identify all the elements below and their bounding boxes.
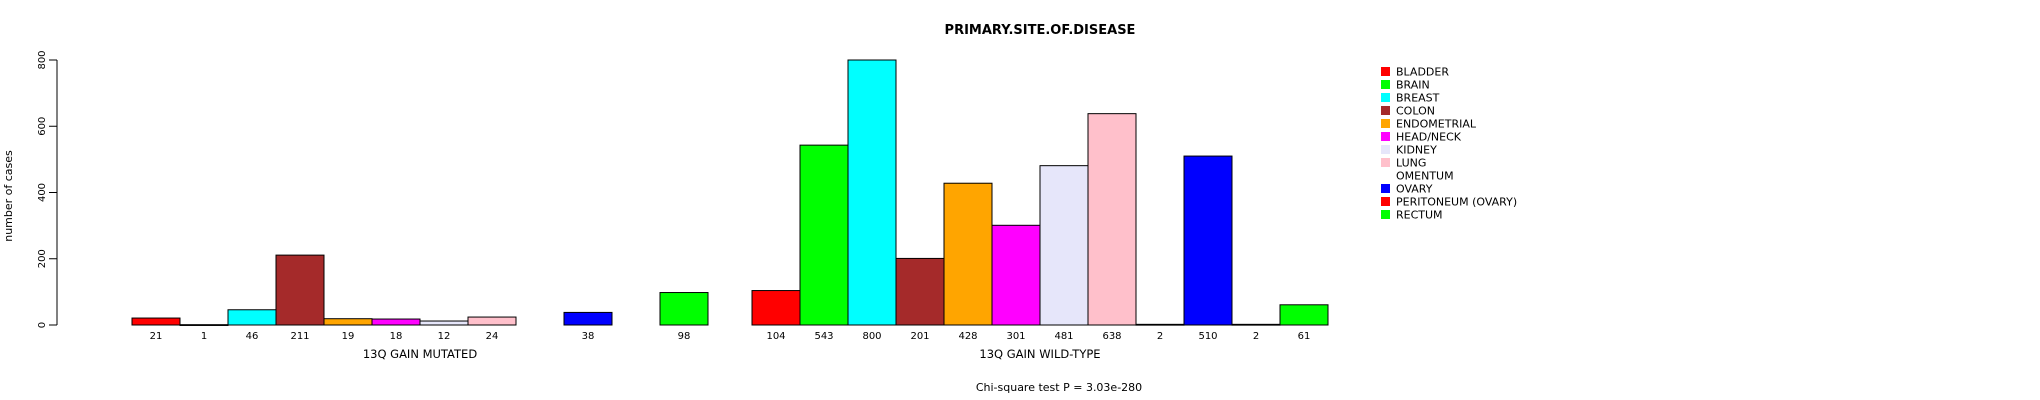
group-label-wild-type: 13Q GAIN WILD-TYPE xyxy=(979,347,1100,361)
bar-13q-gain-wild-type-lung xyxy=(1087,113,1137,326)
y-tick-label: 600 xyxy=(37,117,48,136)
bar-13q-gain-wild-type-ovary xyxy=(1183,155,1233,326)
bar-13q-gain-mutated-colon xyxy=(275,254,325,326)
legend-swatch-kidney xyxy=(1381,145,1390,154)
count-label: 510 xyxy=(1198,331,1217,342)
y-tick-label: 800 xyxy=(37,50,48,69)
count-label: 61 xyxy=(1298,331,1311,342)
legend-label-ovary: OVARY xyxy=(1396,183,1433,196)
legend-swatch-omentum xyxy=(1381,171,1390,180)
y-axis-label: number of cases xyxy=(2,150,15,242)
count-label: 21 xyxy=(150,331,163,342)
count-labels: 21 1 46 211 19 18 12 24 38 98 104 543 800 201 428 301 48… xyxy=(150,331,1311,342)
legend-swatch-breast xyxy=(1381,93,1390,102)
bar-13q-gain-wild-type-bladder xyxy=(751,290,801,326)
count-label: 19 xyxy=(342,331,355,342)
bar-13q-gain-mutated-breast xyxy=(227,309,277,326)
count-label: 201 xyxy=(910,331,929,342)
bar-13q-gain-wild-type-kidney xyxy=(1039,165,1089,326)
count-label: 301 xyxy=(1006,331,1025,342)
bar-13q-gain-wild-type-endometrial xyxy=(943,182,993,326)
bar-13q-gain-mutated-kidney xyxy=(419,320,469,326)
bar-13q-gain-wild-type-breast xyxy=(847,59,897,326)
count-label: 104 xyxy=(766,331,785,342)
count-label: 543 xyxy=(814,331,833,342)
count-label: 428 xyxy=(958,331,977,342)
bar-13q-gain-wild-type-colon xyxy=(895,257,945,326)
chi-square-footnote: Chi-square test P = 3.03e-280 xyxy=(976,381,1142,394)
bar-13q-gain-wild-type-head-neck xyxy=(991,224,1041,326)
legend-swatch-head-neck xyxy=(1381,132,1390,141)
bar-13q-gain-wild-type-omentum xyxy=(1135,323,1185,326)
bar-13q-gain-mutated-endometrial xyxy=(323,318,373,326)
count-label: 24 xyxy=(486,331,499,342)
legend-label-rectum: RECTUM xyxy=(1396,209,1443,222)
y-tick-label: 0 xyxy=(37,322,48,328)
legend-label-lung: LUNG xyxy=(1396,157,1426,170)
count-label: 38 xyxy=(582,331,595,342)
legend-swatch-rectum xyxy=(1381,210,1390,219)
legend-swatch-peritoneum-ovary xyxy=(1381,197,1390,206)
legend-label-colon: COLON xyxy=(1396,105,1435,118)
bar-13q-gain-mutated-lung xyxy=(467,316,517,326)
bar-13q-gain-mutated-head-neck xyxy=(371,318,421,326)
bar-13q-gain-wild-type-rectum xyxy=(1279,304,1329,326)
bar-13q-gain-mutated-bladder xyxy=(131,317,181,326)
y-axis: 0 200 400 600 800 xyxy=(37,50,58,328)
legend-swatch-lung xyxy=(1381,158,1390,167)
count-label: 2 xyxy=(1253,331,1259,342)
count-label: 481 xyxy=(1054,331,1073,342)
count-label: 211 xyxy=(290,331,309,342)
legend-label-brain: BRAIN xyxy=(1396,79,1430,92)
y-tick-label: 400 xyxy=(37,183,48,202)
legend-swatch-brain xyxy=(1381,80,1390,89)
count-label: 18 xyxy=(390,331,403,342)
group-label-mutated: 13Q GAIN MUTATED xyxy=(363,347,478,361)
legend-label-omentum: OMENTUM xyxy=(1396,170,1454,183)
count-label: 46 xyxy=(246,331,259,342)
legend-label-breast: BREAST xyxy=(1396,92,1440,105)
bars xyxy=(131,59,1329,326)
bar-13q-gain-mutated-brain xyxy=(179,324,229,326)
y-tick-label: 200 xyxy=(37,249,48,268)
chart-title: PRIMARY.SITE.OF.DISEASE xyxy=(945,23,1136,38)
bar-13q-gain-wild-type-brain xyxy=(799,144,849,326)
legend-label-peritoneum-ovary: PERITONEUM (OVARY) xyxy=(1396,196,1517,209)
count-label: 98 xyxy=(678,331,691,342)
legend-swatch-ovary xyxy=(1381,184,1390,193)
bar-13q-gain-mutated-ovary xyxy=(563,311,613,326)
bar-13q-gain-mutated-rectum xyxy=(659,292,709,326)
legend-swatch-colon xyxy=(1381,106,1390,115)
legend-swatch-bladder xyxy=(1381,67,1390,76)
bar-13q-gain-wild-type-peritoneum-ovary xyxy=(1231,323,1281,326)
count-label: 638 xyxy=(1102,331,1121,342)
legend-label-bladder: BLADDER xyxy=(1396,66,1449,79)
count-label: 2 xyxy=(1157,331,1163,342)
count-label: 800 xyxy=(862,331,881,342)
legend-swatch-endometrial xyxy=(1381,119,1390,128)
legend-label-endometrial: ENDOMETRIAL xyxy=(1396,118,1477,131)
legend-label-kidney: KIDNEY xyxy=(1396,144,1437,157)
legend-label-head-neck: HEAD/NECK xyxy=(1396,131,1462,144)
legend: BLADDERBRAINBREASTCOLONENDOMETRIALHEAD/N… xyxy=(1381,66,1517,222)
count-label: 1 xyxy=(201,331,207,342)
count-label: 12 xyxy=(438,331,451,342)
